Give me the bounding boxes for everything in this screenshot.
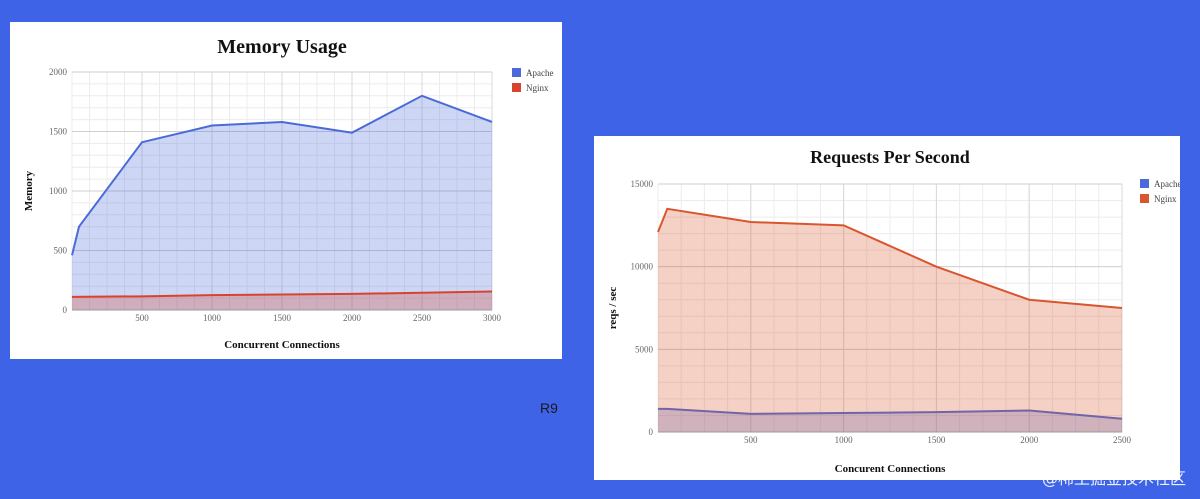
apache-area <box>658 408 1122 432</box>
legend-entry: Nginx <box>1154 194 1177 204</box>
x-tick-label: 1000 <box>835 435 854 445</box>
requests-per-second-chart-panel: Requests Per Second 0 5000 10000 15000 500 100… <box>594 136 1180 480</box>
legend-entry: Apache <box>1154 179 1180 189</box>
requests-per-second-chart: Requests Per Second 0 5000 10000 15000 500 100… <box>607 147 1180 475</box>
x-axis-label: Concurent Connections <box>835 463 946 475</box>
x-axis-label: Concurrent Connections <box>224 339 340 351</box>
y-axis-label: reqs / sec <box>607 287 619 330</box>
x-tick-label: 2500 <box>1113 435 1132 445</box>
legend-swatch <box>512 83 521 92</box>
x-tick-label: 1500 <box>273 313 292 323</box>
x-tick-label: 1000 <box>203 313 222 323</box>
memory-usage-chart: Memory Usage 0 500 1000 1500 2000 500 1000 1500 2… <box>23 36 553 351</box>
apache-area <box>72 95 492 310</box>
memory-usage-chart-panel: Memory Usage 0 500 1000 1500 2000 500 1000 1500 2… <box>10 22 562 359</box>
x-tick-label: 2500 <box>413 313 432 323</box>
y-axis-label: Memory <box>23 170 35 211</box>
x-tick-label: 500 <box>135 313 149 323</box>
legend-entry: Nginx <box>526 83 549 93</box>
x-tick-label: 1500 <box>927 435 946 445</box>
chart-title: Memory Usage <box>217 36 347 58</box>
x-tick-label: 2000 <box>343 313 362 323</box>
legend-entry: Apache <box>526 68 553 78</box>
y-tick-label: 10000 <box>631 262 654 272</box>
y-tick-label: 500 <box>54 246 68 256</box>
legend-swatch <box>1140 194 1149 203</box>
legend-swatch <box>1140 179 1149 188</box>
x-tick-label: 500 <box>744 435 758 445</box>
y-tick-label: 15000 <box>631 179 654 189</box>
y-tick-label: 0 <box>649 427 654 437</box>
nginx-line <box>71 290 493 298</box>
apache-line <box>71 94 493 256</box>
x-tick-label: 3000 <box>483 313 502 323</box>
watermark: @稀土掘金技术社区 <box>1041 469 1186 488</box>
nginx-area <box>658 208 1122 432</box>
chart-title: Requests Per Second <box>810 147 970 167</box>
y-tick-label: 2000 <box>49 67 68 77</box>
x-tick-label: 2000 <box>1020 435 1038 445</box>
nginx-line <box>657 207 1123 309</box>
y-tick-label: 5000 <box>635 344 654 354</box>
legend-swatch <box>512 68 521 77</box>
y-tick-label: 1500 <box>49 127 68 137</box>
apache-line <box>658 407 1123 420</box>
y-tick-label: 0 <box>63 305 68 315</box>
slide-label: R9 <box>540 400 558 416</box>
y-tick-label: 1000 <box>49 186 68 196</box>
